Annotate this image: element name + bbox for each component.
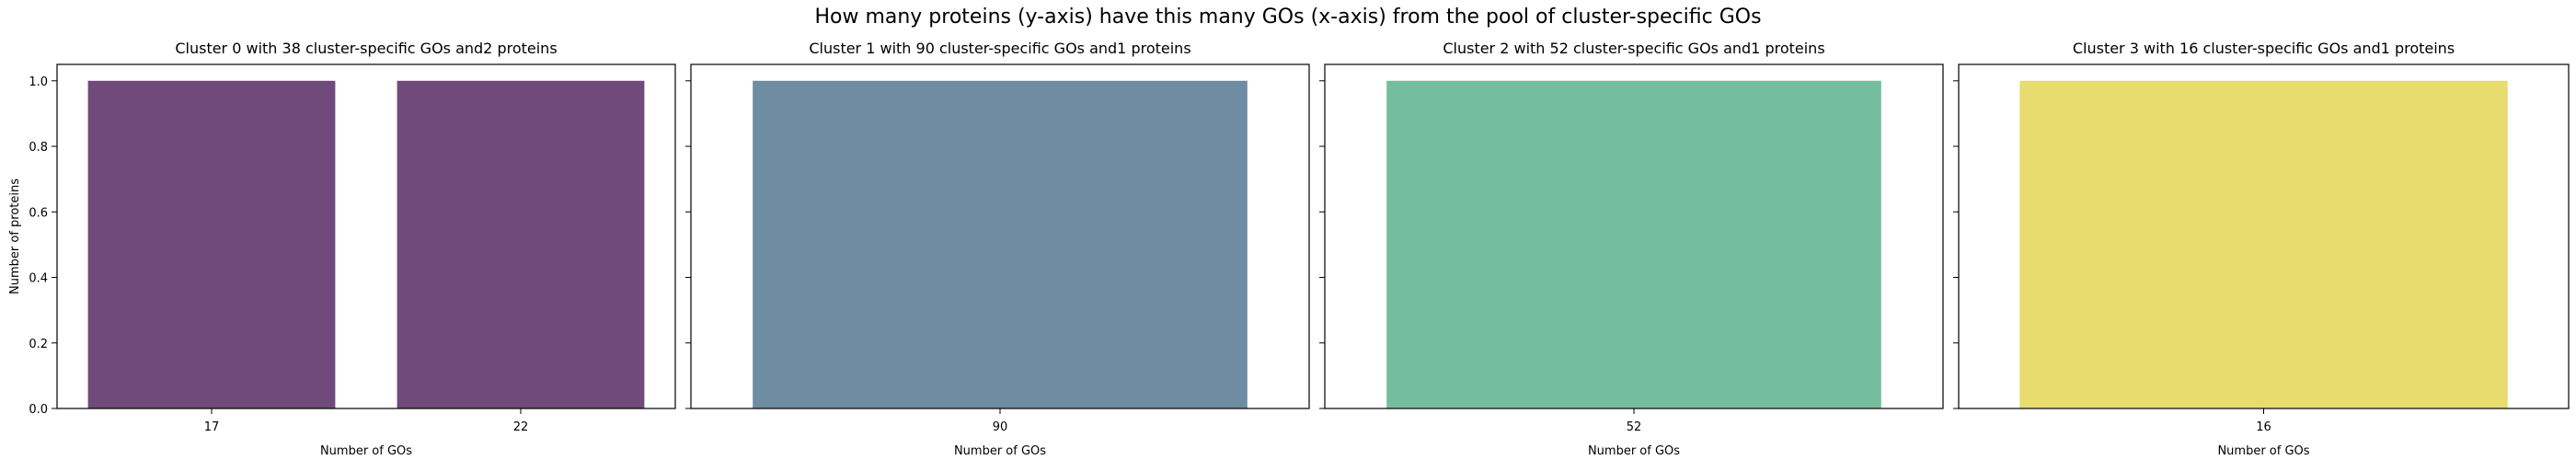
y-tick-label: 0.0 (29, 403, 48, 417)
bar (753, 80, 1248, 408)
x-tick-label: 17 (204, 420, 220, 434)
panel-title: Cluster 1 with 90 cluster-specific GOs a… (809, 40, 1190, 57)
bar (397, 80, 645, 408)
x-axis-label: Number of GOs (2217, 444, 2309, 458)
panel-title: Cluster 0 with 38 cluster-specific GOs a… (175, 40, 557, 57)
y-tick-label: 0.2 (29, 338, 48, 351)
panel-title: Cluster 2 with 52 cluster-specific GOs a… (1443, 40, 1824, 57)
axes-frame (56, 63, 676, 409)
y-tick-label: 0.8 (29, 141, 48, 155)
x-tick-label: 90 (993, 420, 1008, 434)
bar (87, 80, 336, 408)
x-tick-label: 52 (1627, 420, 1642, 434)
axes-frame (690, 63, 1310, 409)
y-tick-label: 1.0 (29, 75, 48, 89)
bar (1386, 80, 1881, 408)
y-tick-label: 0.4 (29, 272, 48, 286)
x-tick-label: 16 (2256, 420, 2271, 434)
x-axis-label: Number of GOs (320, 444, 412, 458)
x-axis-label: Number of GOs (1588, 444, 1680, 458)
x-tick-label: 22 (513, 420, 529, 434)
x-axis-label: Number of GOs (954, 444, 1046, 458)
axes-frame (1958, 63, 2570, 409)
bar (2019, 80, 2508, 408)
figure-suptitle: How many proteins (y-axis) have this man… (814, 6, 1762, 29)
y-tick-label: 0.6 (29, 206, 48, 220)
y-axis-label: Number of proteins (8, 178, 22, 294)
axes-frame (1324, 63, 1944, 409)
panel-title: Cluster 3 with 16 cluster-specific GOs a… (2073, 40, 2455, 57)
